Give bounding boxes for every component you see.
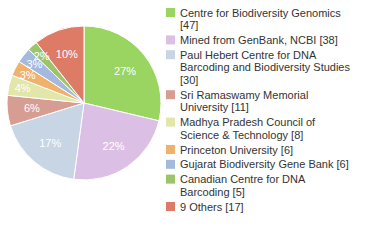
- slice-labels: 27%22%17%6%4%3%3%2%10%: [15, 48, 137, 153]
- legend-label: 9 Others [17]: [180, 201, 244, 213]
- slice-label: 3%: [20, 69, 36, 81]
- slices: [7, 26, 161, 180]
- slice-label: 2%: [34, 50, 50, 62]
- slice-label: 27%: [114, 65, 136, 77]
- slice-label: 22%: [103, 140, 125, 152]
- legend-swatch: [166, 160, 175, 169]
- legend-swatch: [166, 118, 175, 127]
- legend-swatch: [166, 202, 175, 211]
- legend-label: Gujarat Biodiversity Gene Bank [6]: [180, 158, 349, 170]
- legend-label: Centre for Biodiversity Genomics[47]: [180, 7, 341, 32]
- legend-swatch: [166, 145, 175, 154]
- legend-swatch: [166, 175, 175, 184]
- legend-swatch: [166, 8, 175, 17]
- pie-slice: [36, 26, 84, 103]
- legend-swatch: [166, 50, 175, 59]
- legend-label: Paul Hebert Centre for DNABarcoding and …: [180, 49, 350, 86]
- legend-swatch: [166, 90, 175, 99]
- legend-label: Canadian Centre for DNABarcoding [5]: [180, 173, 306, 198]
- pie-slice: [74, 103, 159, 180]
- legend-label: Mined from GenBank, NCBI [38]: [180, 34, 338, 46]
- slice-label: 4%: [15, 82, 31, 94]
- slice-label: 6%: [24, 102, 40, 114]
- legend-label: Madhya Pradesh Council ofScience & Techn…: [180, 116, 316, 141]
- legend-swatch: [166, 35, 175, 44]
- chart: 27%22%17%6%4%3%3%2%10%Centre for Biodive…: [0, 0, 380, 240]
- legend-label: Sri Ramaswamy MemorialUniversity [11]: [180, 89, 308, 114]
- slice-label: 17%: [39, 137, 61, 149]
- legend-label: Princeton University [6]: [180, 144, 293, 156]
- slice-label: 10%: [56, 48, 78, 60]
- legend: Centre for Biodiversity Genomics[47] Mine…: [166, 7, 350, 213]
